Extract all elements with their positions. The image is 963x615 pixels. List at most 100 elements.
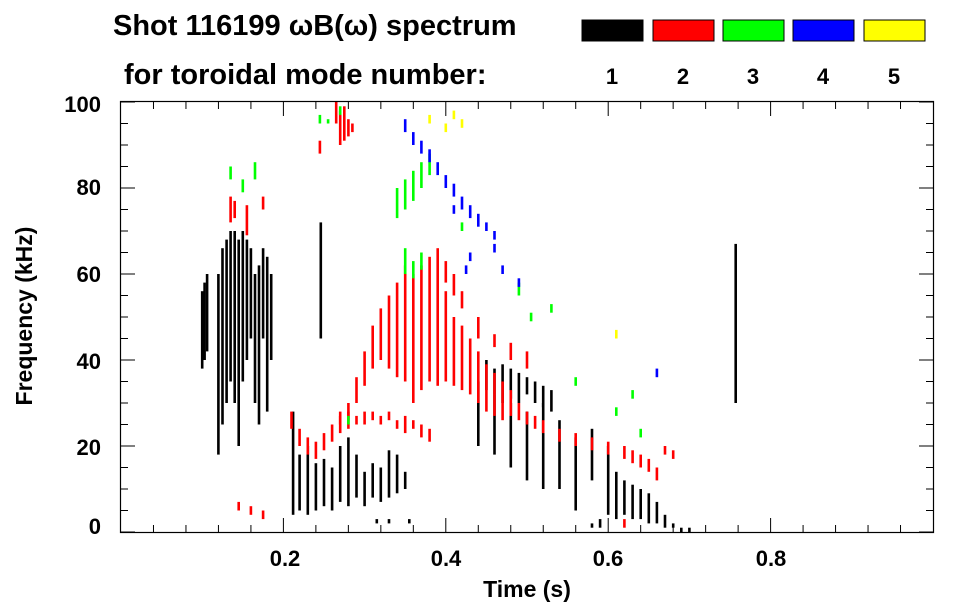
plot-frame (119, 100, 935, 534)
data-mark (319, 222, 323, 339)
data-mark (525, 351, 529, 369)
data-mark (460, 196, 464, 210)
data-mark (318, 140, 322, 154)
data-mark (444, 175, 448, 188)
y-axis-label: Frequency (kHz) (11, 227, 37, 406)
data-mark (428, 153, 431, 176)
data-mark (590, 428, 594, 481)
data-mark (647, 458, 651, 472)
data-mark (550, 304, 553, 313)
data-mark (200, 291, 204, 369)
data-mark (452, 274, 456, 296)
data-mark (460, 222, 464, 231)
data-mark (403, 415, 407, 434)
data-mark (241, 179, 245, 193)
y-tick-label-100: 100 (64, 92, 101, 117)
data-mark (330, 424, 334, 442)
data-mark (460, 291, 464, 309)
chart-title-line2: for toroidal mode number: (124, 59, 487, 91)
data-mark (623, 446, 626, 459)
data-mark (371, 463, 374, 498)
data-mark (420, 252, 423, 270)
series-mode-2 (229, 102, 675, 528)
data-mark (468, 252, 472, 262)
data-mark (221, 248, 224, 425)
data-mark (314, 463, 318, 511)
data-mark (631, 484, 634, 520)
data-mark (403, 179, 407, 210)
data-mark (525, 411, 529, 481)
data-mark (363, 411, 366, 425)
data-mark (477, 381, 480, 446)
data-mark (322, 458, 326, 507)
x-tick-label-0.4: 0.4 (431, 546, 462, 571)
data-mark (663, 446, 667, 455)
spectrum-data (200, 102, 737, 532)
data-mark (444, 123, 448, 133)
data-mark (574, 377, 577, 386)
data-mark (412, 261, 415, 279)
data-mark (509, 368, 513, 399)
data-mark (493, 372, 496, 416)
data-mark (253, 162, 257, 180)
data-mark (291, 411, 295, 515)
data-mark (477, 213, 480, 227)
data-mark (464, 265, 468, 274)
data-mark (574, 433, 577, 446)
data-mark (338, 446, 342, 502)
minor-ticks (121, 102, 933, 532)
data-mark (408, 519, 411, 524)
data-mark (420, 424, 423, 438)
data-mark (253, 274, 257, 403)
data-mark (501, 381, 504, 421)
data-mark (269, 274, 273, 360)
data-mark (229, 166, 232, 180)
data-mark (351, 123, 354, 133)
legend-label-1: 1 (606, 64, 618, 89)
data-mark (444, 291, 448, 382)
data-mark (395, 454, 399, 494)
data-mark (436, 274, 439, 386)
data-mark (237, 501, 240, 511)
x-axis-label: Time (s) (483, 576, 571, 602)
data-mark (606, 441, 610, 455)
data-mark (395, 188, 399, 219)
data-mark (371, 325, 374, 369)
data-mark (558, 428, 561, 442)
data-mark (468, 205, 472, 219)
data-mark (509, 390, 513, 416)
data-mark (647, 493, 651, 524)
data-mark (265, 256, 269, 412)
data-mark (338, 106, 342, 115)
data-mark (363, 351, 366, 386)
data-mark (233, 200, 236, 219)
data-mark (493, 334, 496, 348)
data-mark (541, 385, 545, 408)
data-mark (379, 415, 383, 425)
data-mark (631, 390, 634, 399)
data-mark (517, 282, 521, 296)
data-mark (533, 381, 537, 403)
data-mark (395, 282, 399, 378)
data-mark (428, 256, 431, 382)
data-mark (525, 377, 529, 395)
data-mark (468, 338, 472, 395)
data-mark (338, 411, 342, 425)
data-mark (460, 325, 464, 391)
data-mark (249, 248, 253, 339)
data-mark (261, 248, 265, 339)
data-mark (363, 471, 366, 507)
data-mark (298, 454, 301, 511)
y-tick-label-80: 80 (77, 175, 101, 200)
data-mark (688, 527, 691, 532)
data-mark (298, 428, 301, 446)
data-mark (525, 411, 529, 425)
data-mark (330, 467, 334, 511)
data-mark (343, 106, 346, 141)
data-mark (477, 351, 480, 403)
legend-swatch-5 (863, 19, 926, 42)
data-mark (452, 317, 456, 386)
data-mark (615, 471, 618, 520)
data-mark (326, 119, 330, 124)
data-mark (529, 312, 533, 322)
